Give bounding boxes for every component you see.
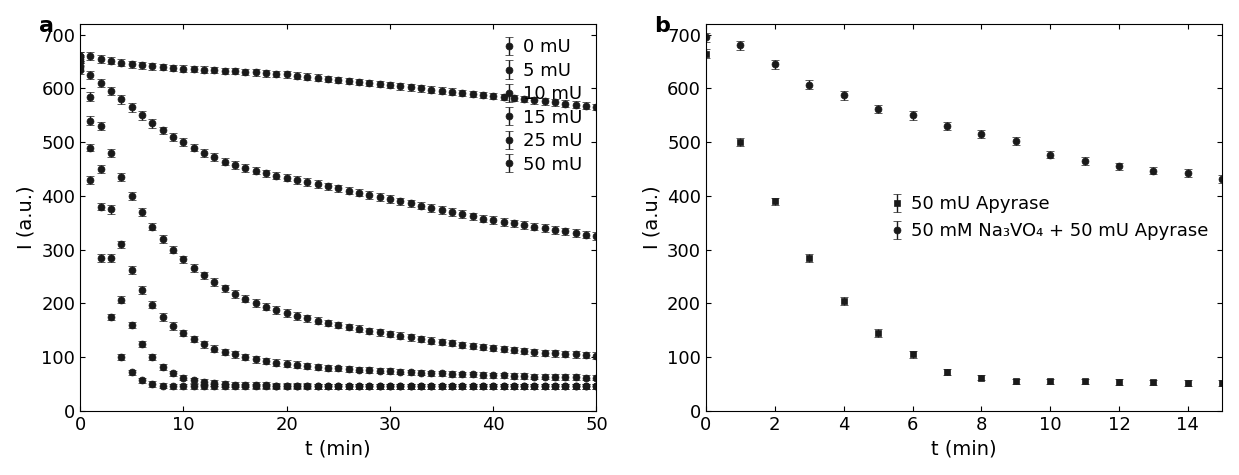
Y-axis label: I (a.u.): I (a.u.) [16,186,36,249]
Y-axis label: I (a.u.): I (a.u.) [643,186,662,249]
X-axis label: t (min): t (min) [306,439,370,458]
Text: b: b [654,16,670,36]
Legend: 0 mU, 5 mU, 10 mU, 15 mU, 25 mU, 50 mU: 0 mU, 5 mU, 10 mU, 15 mU, 25 mU, 50 mU [499,33,587,179]
X-axis label: t (min): t (min) [932,439,997,458]
Legend: 50 mU Apyrase, 50 mM Na₃VO₄ + 50 mU Apyrase: 50 mU Apyrase, 50 mM Na₃VO₄ + 50 mU Apyr… [887,190,1213,246]
Text: a: a [38,16,53,36]
